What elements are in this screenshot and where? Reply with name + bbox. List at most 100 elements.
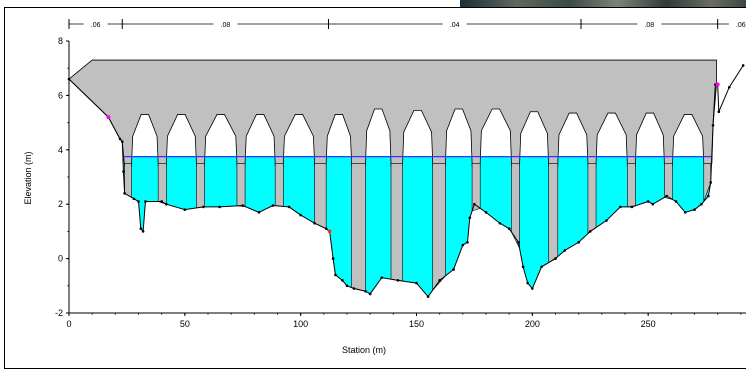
ground-point — [241, 204, 245, 207]
roughness-label-bg — [213, 19, 238, 29]
ground-layer — [67, 64, 745, 298]
ground-point — [137, 200, 140, 203]
roughness-label-bg — [83, 19, 108, 29]
ground-point — [364, 289, 367, 293]
ground-point — [202, 205, 205, 209]
bridge-pier — [511, 163, 520, 249]
ground-point — [380, 276, 384, 279]
y-axis-label: Elevation (m) — [23, 151, 33, 204]
roughness-label: .08 — [221, 22, 231, 29]
ground-point — [683, 211, 687, 214]
ground-point — [271, 204, 275, 207]
ground-point — [452, 268, 455, 271]
bridge-pier — [274, 163, 284, 207]
bridge-pier — [664, 163, 673, 200]
ground-point — [717, 110, 721, 114]
y-tick-label: 0 — [58, 254, 63, 264]
y-tick-label: 6 — [58, 90, 63, 100]
bridge-pier — [548, 163, 559, 264]
cross-section-chart: -2024680501001502002503 .06.08.04.08.06 … — [23, 19, 746, 355]
ground-point — [646, 200, 650, 203]
bridge-pier — [432, 163, 446, 291]
ground-point — [521, 265, 525, 269]
ground-point — [313, 221, 316, 225]
x-axis-label: Station (m) — [342, 345, 386, 355]
ground-point — [415, 281, 418, 285]
ground-point — [183, 208, 187, 211]
ground-point — [334, 273, 337, 277]
roughness-label-bg — [637, 19, 662, 29]
roughness-label-bg — [442, 19, 467, 29]
ground-point — [324, 227, 328, 230]
bridge-pier — [627, 163, 636, 208]
ground-point — [396, 279, 400, 282]
ground-point — [577, 240, 580, 244]
ground-point — [517, 240, 520, 244]
ground-point — [461, 243, 465, 247]
x-tick-label: 0 — [66, 319, 71, 329]
ground-point — [165, 202, 168, 206]
bridge-pier — [124, 163, 132, 198]
ineffective-marker — [327, 229, 332, 234]
ground-point — [665, 194, 668, 198]
bridge-pier — [351, 163, 366, 292]
water-area — [122, 156, 712, 297]
roughness-label: .08 — [644, 22, 654, 29]
y-tick-label: 4 — [58, 145, 63, 155]
ground-point — [507, 227, 511, 230]
ground-point — [727, 85, 731, 89]
ground-point — [144, 200, 147, 203]
ground-point — [118, 137, 122, 141]
ground-point — [257, 211, 261, 214]
ground-point — [674, 200, 678, 203]
ground-point — [700, 202, 703, 206]
bridge-pier — [390, 163, 403, 282]
ground-point — [426, 295, 430, 298]
ground-point — [368, 292, 372, 296]
x-tick-label: 200 — [525, 319, 540, 329]
ground-point — [531, 287, 534, 290]
ground-point — [651, 202, 655, 206]
roughness-label-bg — [728, 19, 746, 29]
bridge-deck — [68, 59, 717, 167]
ground-point — [588, 230, 592, 233]
y-tick-label: -2 — [55, 308, 63, 318]
axes-layer: -2024680501001502002503 — [55, 36, 746, 329]
ground-point — [466, 240, 469, 244]
water-layer — [122, 156, 712, 297]
bridge-pier — [157, 163, 167, 205]
ground-point — [709, 181, 713, 184]
ground-point — [619, 205, 622, 209]
ground-point — [341, 279, 344, 282]
bridge-pier — [236, 163, 246, 207]
ground-point — [554, 257, 557, 260]
ground-point — [563, 249, 567, 252]
ground-point — [630, 205, 634, 209]
bank-station-marker — [715, 82, 720, 87]
ground-point — [287, 205, 291, 209]
ground-point — [473, 202, 476, 206]
ground-point — [352, 287, 356, 290]
ground-point — [345, 284, 349, 288]
y-tick-label: 8 — [58, 36, 63, 46]
bridge-pier — [587, 163, 597, 235]
ground-point — [141, 230, 145, 233]
ground-point — [711, 124, 715, 127]
ground-point — [468, 216, 472, 220]
bridge-pier — [196, 163, 205, 209]
ground-point — [693, 208, 696, 211]
x-tick-label: 50 — [180, 319, 190, 329]
ground-point — [218, 205, 221, 209]
ground-point — [438, 279, 441, 282]
ground-point — [139, 227, 143, 230]
bridge-deck-layer — [68, 59, 717, 292]
ground-point — [132, 197, 136, 201]
x-tick-label: 100 — [293, 319, 308, 329]
y-tick-label: 2 — [58, 199, 63, 209]
roughness-label: .06 — [736, 22, 746, 29]
ground-point — [123, 192, 126, 195]
chart-frame: -2024680501001502002503 .06.08.04.08.06 … — [4, 7, 746, 369]
ground-point — [331, 257, 335, 260]
roughness-layer: .06 .08 .04 .08 .06 — [68, 19, 746, 29]
ground-point — [299, 213, 302, 217]
